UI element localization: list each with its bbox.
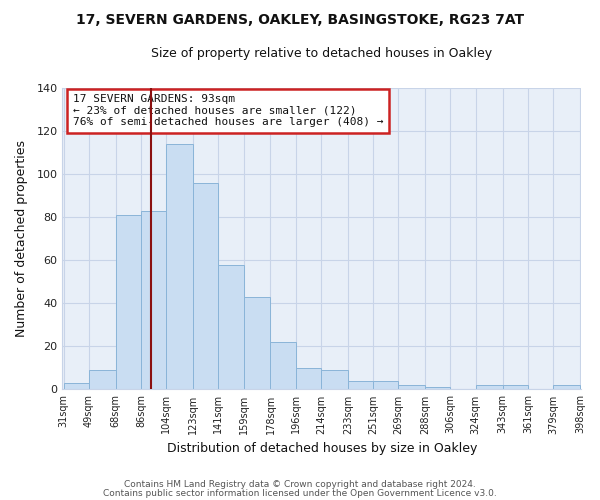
- Bar: [321, 370, 348, 390]
- Bar: [271, 342, 296, 390]
- Bar: [553, 385, 580, 390]
- Bar: [373, 381, 398, 390]
- Bar: [166, 144, 193, 390]
- X-axis label: Distribution of detached houses by size in Oakley: Distribution of detached houses by size …: [167, 442, 477, 455]
- Bar: [193, 183, 218, 390]
- Bar: [116, 215, 141, 390]
- Text: Contains public sector information licensed under the Open Government Licence v3: Contains public sector information licen…: [103, 488, 497, 498]
- Bar: [89, 370, 116, 390]
- Bar: [348, 381, 373, 390]
- Bar: [64, 383, 89, 390]
- Bar: [296, 368, 321, 390]
- Bar: [141, 211, 166, 390]
- Text: Contains HM Land Registry data © Crown copyright and database right 2024.: Contains HM Land Registry data © Crown c…: [124, 480, 476, 489]
- Bar: [244, 297, 271, 390]
- Bar: [476, 385, 503, 390]
- Title: Size of property relative to detached houses in Oakley: Size of property relative to detached ho…: [151, 48, 493, 60]
- Y-axis label: Number of detached properties: Number of detached properties: [15, 140, 28, 337]
- Text: 17 SEVERN GARDENS: 93sqm
← 23% of detached houses are smaller (122)
76% of semi-: 17 SEVERN GARDENS: 93sqm ← 23% of detach…: [73, 94, 383, 128]
- Bar: [503, 385, 528, 390]
- Bar: [398, 385, 425, 390]
- Bar: [425, 388, 451, 390]
- Bar: [218, 264, 244, 390]
- Text: 17, SEVERN GARDENS, OAKLEY, BASINGSTOKE, RG23 7AT: 17, SEVERN GARDENS, OAKLEY, BASINGSTOKE,…: [76, 12, 524, 26]
